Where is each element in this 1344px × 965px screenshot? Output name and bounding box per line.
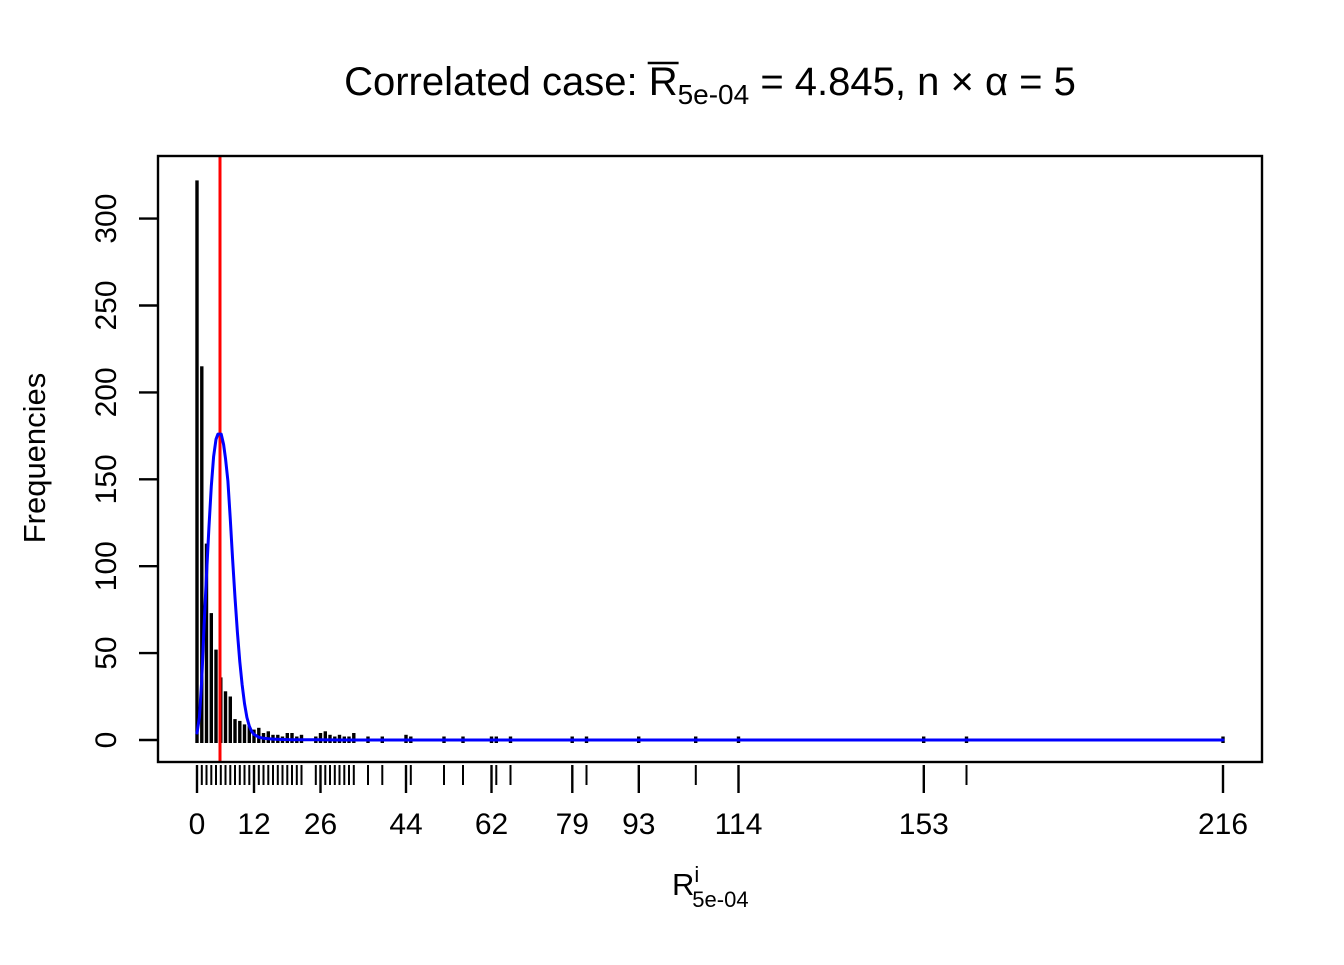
x-axis-rug-group: 0 12 26 44 62 79 93 114 153 216 <box>189 765 1248 841</box>
y-axis-group: 0 50 100 150 200 250 300 <box>90 194 158 749</box>
y-tick-label: 250 <box>90 280 123 330</box>
x-tick-label: 114 <box>715 808 763 841</box>
histogram-bar <box>247 726 251 743</box>
histogram-bar <box>323 731 327 743</box>
y-tick-label: 300 <box>90 194 123 244</box>
histogram-bar <box>233 719 237 743</box>
y-tick-label: 100 <box>90 541 123 591</box>
y-tick-label: 50 <box>90 636 123 669</box>
histogram-bar <box>214 649 218 743</box>
histogram-bar <box>223 691 228 743</box>
histogram-bar <box>285 733 289 743</box>
plot-box <box>156 154 1264 764</box>
x-axis-label: Ri 5e-04 <box>672 862 749 912</box>
histogram-bar <box>200 366 204 743</box>
x-tick-label: 12 <box>237 808 270 841</box>
histogram-bar <box>252 729 256 743</box>
x-tick-label: 93 <box>622 808 655 841</box>
histogram-bar <box>318 733 323 743</box>
y-tick-label: 150 <box>90 454 123 504</box>
histogram-bar <box>238 720 242 743</box>
histogram-bar <box>242 724 247 743</box>
histogram-bar <box>290 733 294 743</box>
y-tick-label: 0 <box>90 732 123 749</box>
fitted-curve-group <box>195 432 1225 742</box>
x-tick-label: 153 <box>899 808 949 841</box>
histogram-bar <box>204 543 209 743</box>
histogram-bar <box>257 727 261 743</box>
histogram-bar <box>195 180 199 743</box>
histogram-bar <box>352 733 356 743</box>
histogram-bar <box>266 731 270 743</box>
histogram-bar <box>209 613 213 743</box>
plot-box-group <box>156 154 1264 764</box>
x-tick-label: 62 <box>475 808 508 841</box>
fitted-curve <box>195 432 1225 742</box>
plot-title-group: Correlated case: R5e-04 = 4.845, n × α =… <box>344 60 1076 110</box>
histogram-bar <box>228 696 232 743</box>
plot-title: Correlated case: R5e-04 = 4.845, n × α =… <box>344 60 1076 110</box>
x-tick-label: 0 <box>189 808 206 841</box>
y-tick-label: 200 <box>90 367 123 417</box>
x-tick-label: 26 <box>304 808 337 841</box>
x-tick-label: 216 <box>1198 808 1248 841</box>
x-tick-label: 44 <box>389 808 422 841</box>
histogram-bars <box>195 180 1225 743</box>
y-axis-label: Frequencies <box>17 373 52 544</box>
x-tick-label: 79 <box>556 808 589 841</box>
